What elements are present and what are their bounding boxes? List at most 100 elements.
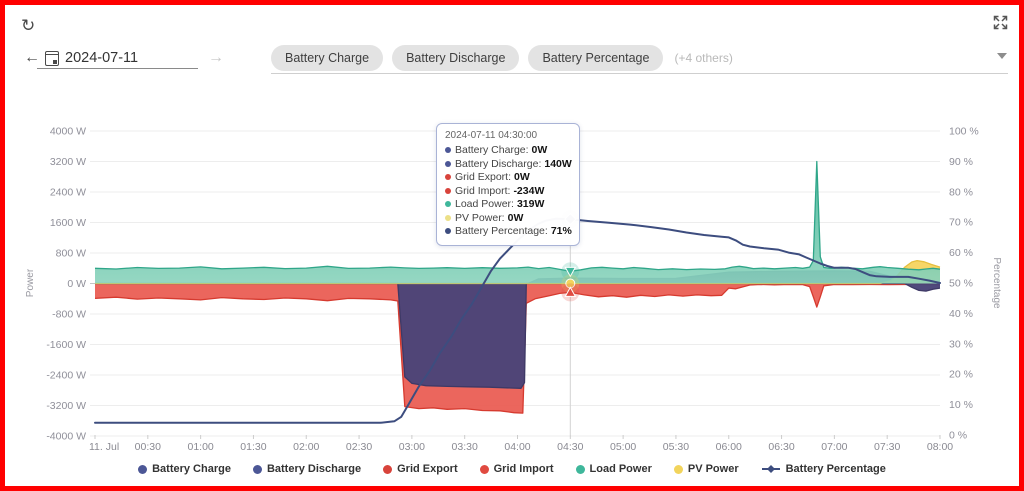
tooltip-label: Battery Percentage:: [455, 225, 548, 237]
legend-item[interactable]: Load Power: [575, 463, 652, 475]
svg-text:100 %: 100 %: [949, 126, 979, 138]
legend-label: Battery Percentage: [785, 463, 886, 475]
legend-item[interactable]: Battery Discharge: [252, 463, 362, 475]
tooltip-row: Load Power: 319W: [445, 198, 571, 210]
series-dot-icon: [383, 464, 393, 474]
line-diamond-icon: [761, 465, 780, 473]
tooltip-value: 0W: [507, 211, 524, 224]
series-select-underline: [271, 73, 1008, 74]
tooltip-label: Load Power:: [455, 198, 514, 210]
svg-text:01:30: 01:30: [240, 441, 266, 453]
tooltip-label: Battery Charge:: [455, 144, 529, 156]
svg-text:3200 W: 3200 W: [50, 156, 86, 168]
legend-label: Grid Import: [493, 463, 554, 475]
svg-text:-1600 W: -1600 W: [46, 339, 86, 351]
previous-day-button[interactable]: ←: [24, 49, 40, 66]
svg-text:05:00: 05:00: [610, 441, 636, 453]
tooltip-row: Battery Discharge: 140W: [445, 157, 572, 170]
series-dot-icon: [445, 147, 451, 153]
legend-label: Load Power: [589, 463, 652, 475]
series-dot-icon: [479, 464, 489, 474]
series-dot-icon: [445, 214, 451, 221]
series-dot-icon: [445, 228, 451, 234]
series-dot-icon: [252, 464, 262, 474]
svg-text:02:30: 02:30: [346, 441, 372, 453]
svg-text:06:00: 06:00: [716, 441, 742, 453]
power-chart[interactable]: 4000 W 3200 W 2400 W 1600 W 800 W 0 W -800 W -1…: [5, 5, 1019, 486]
svg-text:30 %: 30 %: [949, 338, 973, 350]
svg-text:-800 W: -800 W: [52, 309, 86, 321]
series-dot-icon: [445, 187, 451, 194]
series-dot-icon: [575, 464, 585, 474]
legend-item[interactable]: Grid Export: [383, 463, 458, 475]
tooltip-value: 0W: [514, 171, 530, 183]
svg-text:-3200 W: -3200 W: [46, 400, 86, 412]
svg-text:11. Jul: 11. Jul: [89, 441, 119, 453]
svg-text:07:30: 07:30: [874, 441, 900, 453]
tooltip-label: Grid Import:: [455, 184, 511, 197]
svg-text:70 %: 70 %: [949, 217, 973, 229]
svg-text:Power: Power: [25, 268, 36, 297]
tooltip-value: -234W: [513, 184, 545, 197]
series-select[interactable]: Battery Charge Battery Discharge Battery P…: [271, 44, 733, 72]
legend-label: Battery Charge: [152, 463, 231, 475]
legend-item[interactable]: PV Power: [673, 463, 739, 475]
legend-item[interactable]: Battery Charge: [138, 463, 231, 475]
svg-text:40 %: 40 %: [949, 308, 973, 320]
series-dot-icon: [138, 464, 148, 474]
svg-text:90 %: 90 %: [949, 156, 973, 168]
series-dot-icon: [445, 201, 451, 207]
chevron-down-icon[interactable]: [997, 53, 1007, 59]
legend-item[interactable]: Battery Percentage: [761, 463, 886, 475]
filter-chip[interactable]: Battery Discharge: [392, 45, 520, 71]
svg-text:00:30: 00:30: [135, 441, 161, 453]
svg-text:03:30: 03:30: [452, 441, 478, 453]
tooltip-value: 319W: [516, 198, 545, 210]
chart-tooltip: 2024-07-11 04:30:00 Battery Charge: 0W Bat…: [436, 123, 580, 246]
svg-text:2400 W: 2400 W: [50, 187, 86, 199]
series-dot-icon: [445, 160, 451, 167]
calendar-icon: [45, 51, 59, 66]
svg-text:0 %: 0 %: [949, 430, 967, 442]
svg-text:80 %: 80 %: [949, 186, 973, 198]
tooltip-label: Battery Discharge:: [455, 157, 542, 170]
expand-icon[interactable]: [992, 14, 1009, 31]
filter-chip[interactable]: Battery Charge: [271, 45, 384, 71]
svg-text:06:30: 06:30: [768, 441, 794, 453]
tooltip-value: 140W: [544, 157, 572, 170]
tooltip-row: Battery Percentage: 71%: [445, 225, 572, 237]
date-input-underline: [37, 68, 198, 69]
svg-text:-2400 W: -2400 W: [46, 370, 86, 382]
refresh-icon[interactable]: ↻: [21, 16, 36, 35]
svg-text:05:30: 05:30: [663, 441, 689, 453]
tooltip-row: Grid Export: 0W: [445, 171, 571, 183]
svg-text:01:00: 01:00: [187, 441, 213, 453]
legend-item[interactable]: Grid Import: [479, 463, 554, 475]
svg-text:02:00: 02:00: [293, 441, 319, 453]
tooltip-label: PV Power:: [455, 211, 505, 224]
svg-text:04:00: 04:00: [504, 441, 530, 453]
svg-text:04:30: 04:30: [557, 441, 583, 453]
next-day-button[interactable]: →: [208, 49, 224, 66]
svg-text:50 %: 50 %: [949, 278, 973, 290]
svg-text:20 %: 20 %: [949, 369, 973, 381]
svg-text:800 W: 800 W: [56, 248, 86, 260]
tooltip-timestamp: 2024-07-11 04:30:00: [445, 130, 538, 141]
tooltip-value: 0W: [531, 144, 548, 156]
legend-label: Battery Discharge: [266, 463, 362, 475]
tooltip-row: Battery Charge: 0W: [445, 144, 571, 156]
svg-text:0 W: 0 W: [67, 278, 86, 290]
svg-text:4000 W: 4000 W: [50, 126, 86, 138]
hidden-series-count: (+4 others): [674, 51, 733, 65]
svg-text:60 %: 60 %: [949, 247, 973, 259]
date-input[interactable]: 2024-07-11: [65, 50, 139, 66]
svg-text:Percentage: Percentage: [991, 257, 1002, 309]
svg-text:10 %: 10 %: [949, 399, 973, 411]
tooltip-label: Grid Export:: [455, 171, 512, 183]
svg-text:-4000 W: -4000 W: [46, 431, 86, 443]
filter-chip[interactable]: Battery Percentage: [528, 45, 664, 71]
tooltip-row: Grid Import: -234W: [445, 185, 571, 197]
svg-text:08:00: 08:00: [927, 441, 953, 453]
series-dot-icon: [673, 464, 683, 474]
